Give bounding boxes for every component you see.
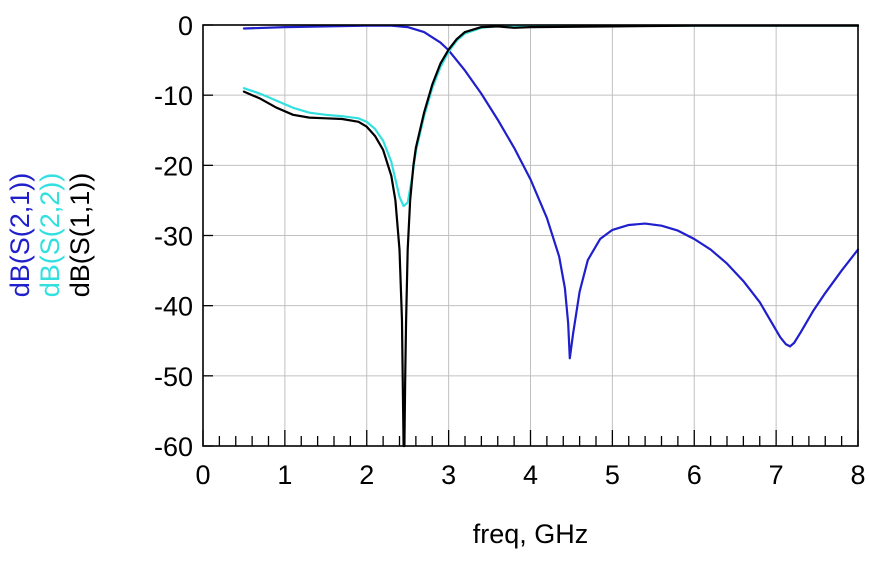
y-tick-label: -20 [154, 151, 193, 181]
y-tick-label: -40 [154, 292, 193, 322]
y-tick-label: -10 [154, 81, 193, 111]
legend: dB(S(2,1)) dB(S(2,2)) dB(S(1,1)) [5, 173, 95, 298]
plot-frame-layer [202, 24, 859, 447]
y-tick-label: -30 [154, 222, 193, 252]
x-tick-label: 3 [441, 460, 456, 490]
x-tick-label: 5 [605, 460, 620, 490]
y-tick-label: -50 [154, 362, 193, 392]
tick-label-layer: 0 1 2 3 4 5 6 7 8 0 -10 -20 -30 -40 -50 -60 [154, 11, 866, 490]
y-tick-label: 0 [178, 11, 193, 41]
x-tick-label: 4 [523, 460, 538, 490]
x-tick-label: 6 [687, 460, 702, 490]
legend-entry-2: dB(S(2,2)) [35, 173, 65, 298]
y-tick-label: -60 [154, 432, 193, 462]
series-line-2 [242, 24, 860, 208]
x-tick-label: 0 [195, 460, 210, 490]
x-tick-label: 7 [769, 460, 784, 490]
series-line-1 [242, 24, 860, 360]
x-tick-label: 8 [850, 460, 865, 490]
minor-tick-layer [202, 24, 859, 447]
grid-layer [202, 24, 859, 447]
legend-entry-1: dB(S(2,1)) [5, 173, 35, 298]
x-tick-label: 1 [277, 460, 292, 490]
legend-entry-3: dB(S(1,1)) [65, 173, 95, 298]
plot-frame [202, 24, 859, 447]
x-axis-title: freq, GHz [473, 519, 589, 549]
series-line-3 [242, 24, 860, 448]
x-tick-label: 2 [359, 460, 374, 490]
